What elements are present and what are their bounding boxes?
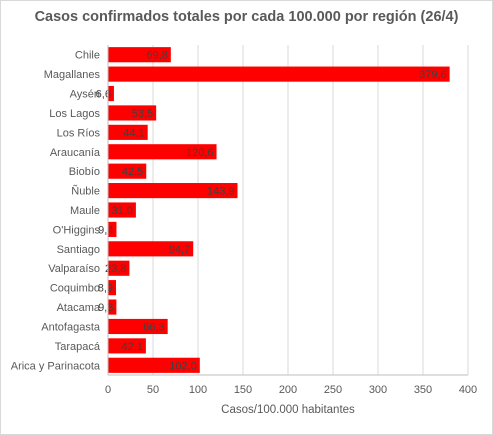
data-label: 69,8 xyxy=(146,50,167,62)
bar xyxy=(108,260,130,276)
bar xyxy=(108,318,168,335)
bar xyxy=(108,202,136,218)
bar xyxy=(108,47,171,63)
data-label: 9,3 xyxy=(98,302,113,314)
x-tick-label: 300 xyxy=(369,384,387,396)
y-tick-label: Aysén xyxy=(70,89,100,101)
y-tick-label: Atacama xyxy=(57,302,101,314)
data-label: 9,4 xyxy=(98,224,113,236)
bar xyxy=(108,183,238,199)
y-tick-label: Magallanes xyxy=(44,69,101,81)
y-tick-label: Los Ríos xyxy=(57,127,101,139)
data-label: 66,3 xyxy=(143,321,164,333)
data-label: 8,9 xyxy=(98,283,113,295)
y-tick-label: Maule xyxy=(70,205,100,217)
data-label: 120,6 xyxy=(186,147,214,159)
bar xyxy=(108,280,117,296)
data-label: 102,0 xyxy=(169,360,197,372)
y-tick-label: Tarapacá xyxy=(55,341,101,353)
y-tick-label: O'Higgins xyxy=(53,224,101,236)
x-axis-title: Casos/100.000 habitantes xyxy=(221,404,355,416)
bar xyxy=(108,85,114,102)
bar xyxy=(108,163,147,179)
bar xyxy=(108,338,146,354)
x-tick-label: 150 xyxy=(234,384,252,396)
x-tick-label: 350 xyxy=(414,384,432,396)
x-tick-label: 200 xyxy=(279,384,297,396)
data-label: 42,1 xyxy=(121,341,142,353)
bar xyxy=(108,144,217,160)
data-label: 44,1 xyxy=(123,127,144,139)
bar xyxy=(108,66,450,82)
y-tick-label: Arica y Parinacota xyxy=(11,360,101,372)
data-label: 94,7 xyxy=(169,244,190,256)
x-tick-label: 0 xyxy=(105,384,111,396)
data-label: 42,5 xyxy=(122,166,143,178)
y-tick-label: Chile xyxy=(75,50,100,62)
y-tick-label: Ñuble xyxy=(71,185,100,198)
data-label: 6,6 xyxy=(96,89,111,101)
bar xyxy=(108,105,157,121)
bar xyxy=(108,241,194,257)
data-label: 379,6 xyxy=(419,69,447,81)
x-tick-label: 50 xyxy=(147,384,159,396)
data-label: 31,0 xyxy=(111,205,132,217)
bar xyxy=(108,299,117,315)
x-tick-label: 400 xyxy=(459,384,477,396)
data-label: 143,9 xyxy=(207,186,235,198)
y-tick-label: Biobío xyxy=(69,166,100,178)
bar xyxy=(108,124,148,140)
bar xyxy=(108,357,200,373)
y-tick-label: Araucanía xyxy=(50,147,101,159)
y-tick-label: Los Lagos xyxy=(49,108,100,120)
data-label: 23,8 xyxy=(105,263,126,275)
x-tick-label: 100 xyxy=(189,384,207,396)
y-tick-label: Coquimbo xyxy=(50,283,100,295)
y-tick-label: Valparaíso xyxy=(48,263,100,275)
chart-title: Casos confirmados totales por cada 100.0… xyxy=(34,9,459,25)
y-tick-label: Antofagasta xyxy=(41,321,101,333)
y-tick-label: Santiago xyxy=(57,244,100,256)
x-tick-label: 250 xyxy=(324,384,342,396)
bar xyxy=(108,221,117,237)
data-label: 53,5 xyxy=(132,108,153,120)
